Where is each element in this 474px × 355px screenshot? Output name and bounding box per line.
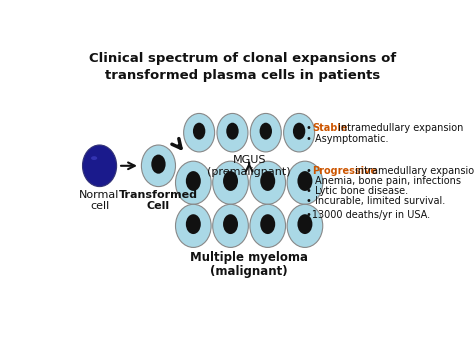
Ellipse shape [250, 204, 285, 247]
Text: • Asymptomatic.: • Asymptomatic. [306, 134, 388, 144]
Ellipse shape [186, 214, 201, 234]
Ellipse shape [260, 214, 275, 234]
Text: • Anemia, bone pain, infections: • Anemia, bone pain, infections [306, 176, 461, 186]
Ellipse shape [213, 204, 248, 247]
Ellipse shape [298, 214, 312, 234]
Ellipse shape [250, 161, 285, 204]
Ellipse shape [82, 145, 117, 187]
Text: Stable: Stable [312, 124, 347, 133]
Text: •13000 deaths/yr in USA.: •13000 deaths/yr in USA. [306, 211, 430, 220]
Text: Multiple myeloma
(malignant): Multiple myeloma (malignant) [190, 251, 308, 279]
Ellipse shape [226, 123, 239, 140]
Ellipse shape [287, 161, 323, 204]
Ellipse shape [250, 114, 281, 152]
Ellipse shape [141, 145, 175, 187]
Ellipse shape [193, 123, 205, 140]
Ellipse shape [175, 204, 211, 247]
Ellipse shape [183, 114, 215, 152]
Text: • Lytic bone disease.: • Lytic bone disease. [306, 186, 408, 196]
Ellipse shape [217, 114, 248, 152]
Ellipse shape [293, 123, 305, 140]
Ellipse shape [298, 171, 312, 191]
Ellipse shape [260, 171, 275, 191]
Ellipse shape [283, 114, 315, 152]
Text: MGUS
(premalignant): MGUS (premalignant) [207, 155, 291, 177]
Text: • Incurable, limited survival.: • Incurable, limited survival. [306, 196, 445, 206]
Text: Normal
cell: Normal cell [79, 190, 120, 211]
Ellipse shape [91, 156, 97, 160]
Ellipse shape [287, 204, 323, 247]
Text: intramedullary expansion: intramedullary expansion [335, 124, 464, 133]
Text: •: • [306, 124, 315, 133]
Ellipse shape [223, 214, 238, 234]
Ellipse shape [223, 171, 238, 191]
Text: intramedullary expansion.: intramedullary expansion. [352, 166, 474, 176]
Ellipse shape [213, 161, 248, 204]
Text: Progressive: Progressive [312, 166, 377, 176]
Text: Transformed
Cell: Transformed Cell [119, 190, 198, 211]
Ellipse shape [260, 123, 272, 140]
Text: •: • [306, 166, 315, 176]
Ellipse shape [186, 171, 201, 191]
Ellipse shape [175, 161, 211, 204]
Ellipse shape [151, 154, 165, 174]
Text: Clinical spectrum of clonal expansions of
transformed plasma cells in patients: Clinical spectrum of clonal expansions o… [89, 52, 397, 82]
